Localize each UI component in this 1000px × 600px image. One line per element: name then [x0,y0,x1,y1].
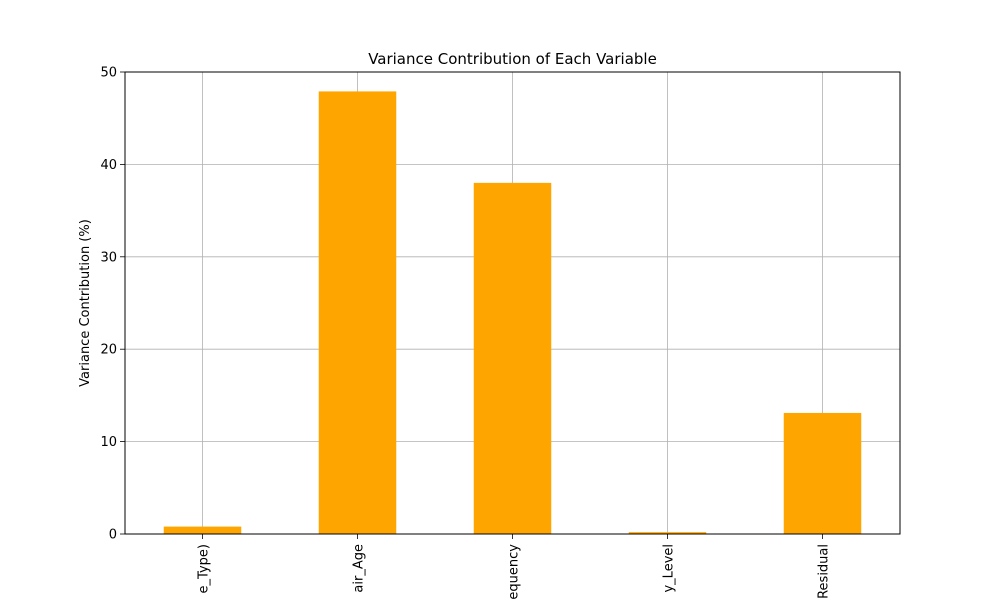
x-axis: e_Type) air_Age equency y_Level Residual [197,534,832,600]
y-tick-label: 40 [100,158,117,173]
bars [163,91,862,535]
bar [163,526,242,534]
bar [783,412,862,534]
bar [473,182,552,534]
x-tick-label: equency [507,544,522,600]
bar [628,532,707,534]
x-tick-label: Residual [817,544,832,599]
y-tick-label: 30 [100,250,117,265]
chart-title: Variance Contribution of Each Variable [368,50,657,68]
x-tick-label: y_Level [662,544,677,593]
y-tick-label: 20 [100,343,117,358]
y-tick-label: 50 [100,66,117,81]
y-tick-label: 0 [109,528,117,543]
x-tick-label: air_Age [352,544,367,593]
x-tick-label: e_Type) [197,544,212,593]
bar [318,91,397,535]
y-tick-label: 10 [100,435,117,450]
y-axis-label: Variance Contribution (%) [78,219,93,387]
y-axis: 0 10 20 30 40 50 [100,66,125,543]
